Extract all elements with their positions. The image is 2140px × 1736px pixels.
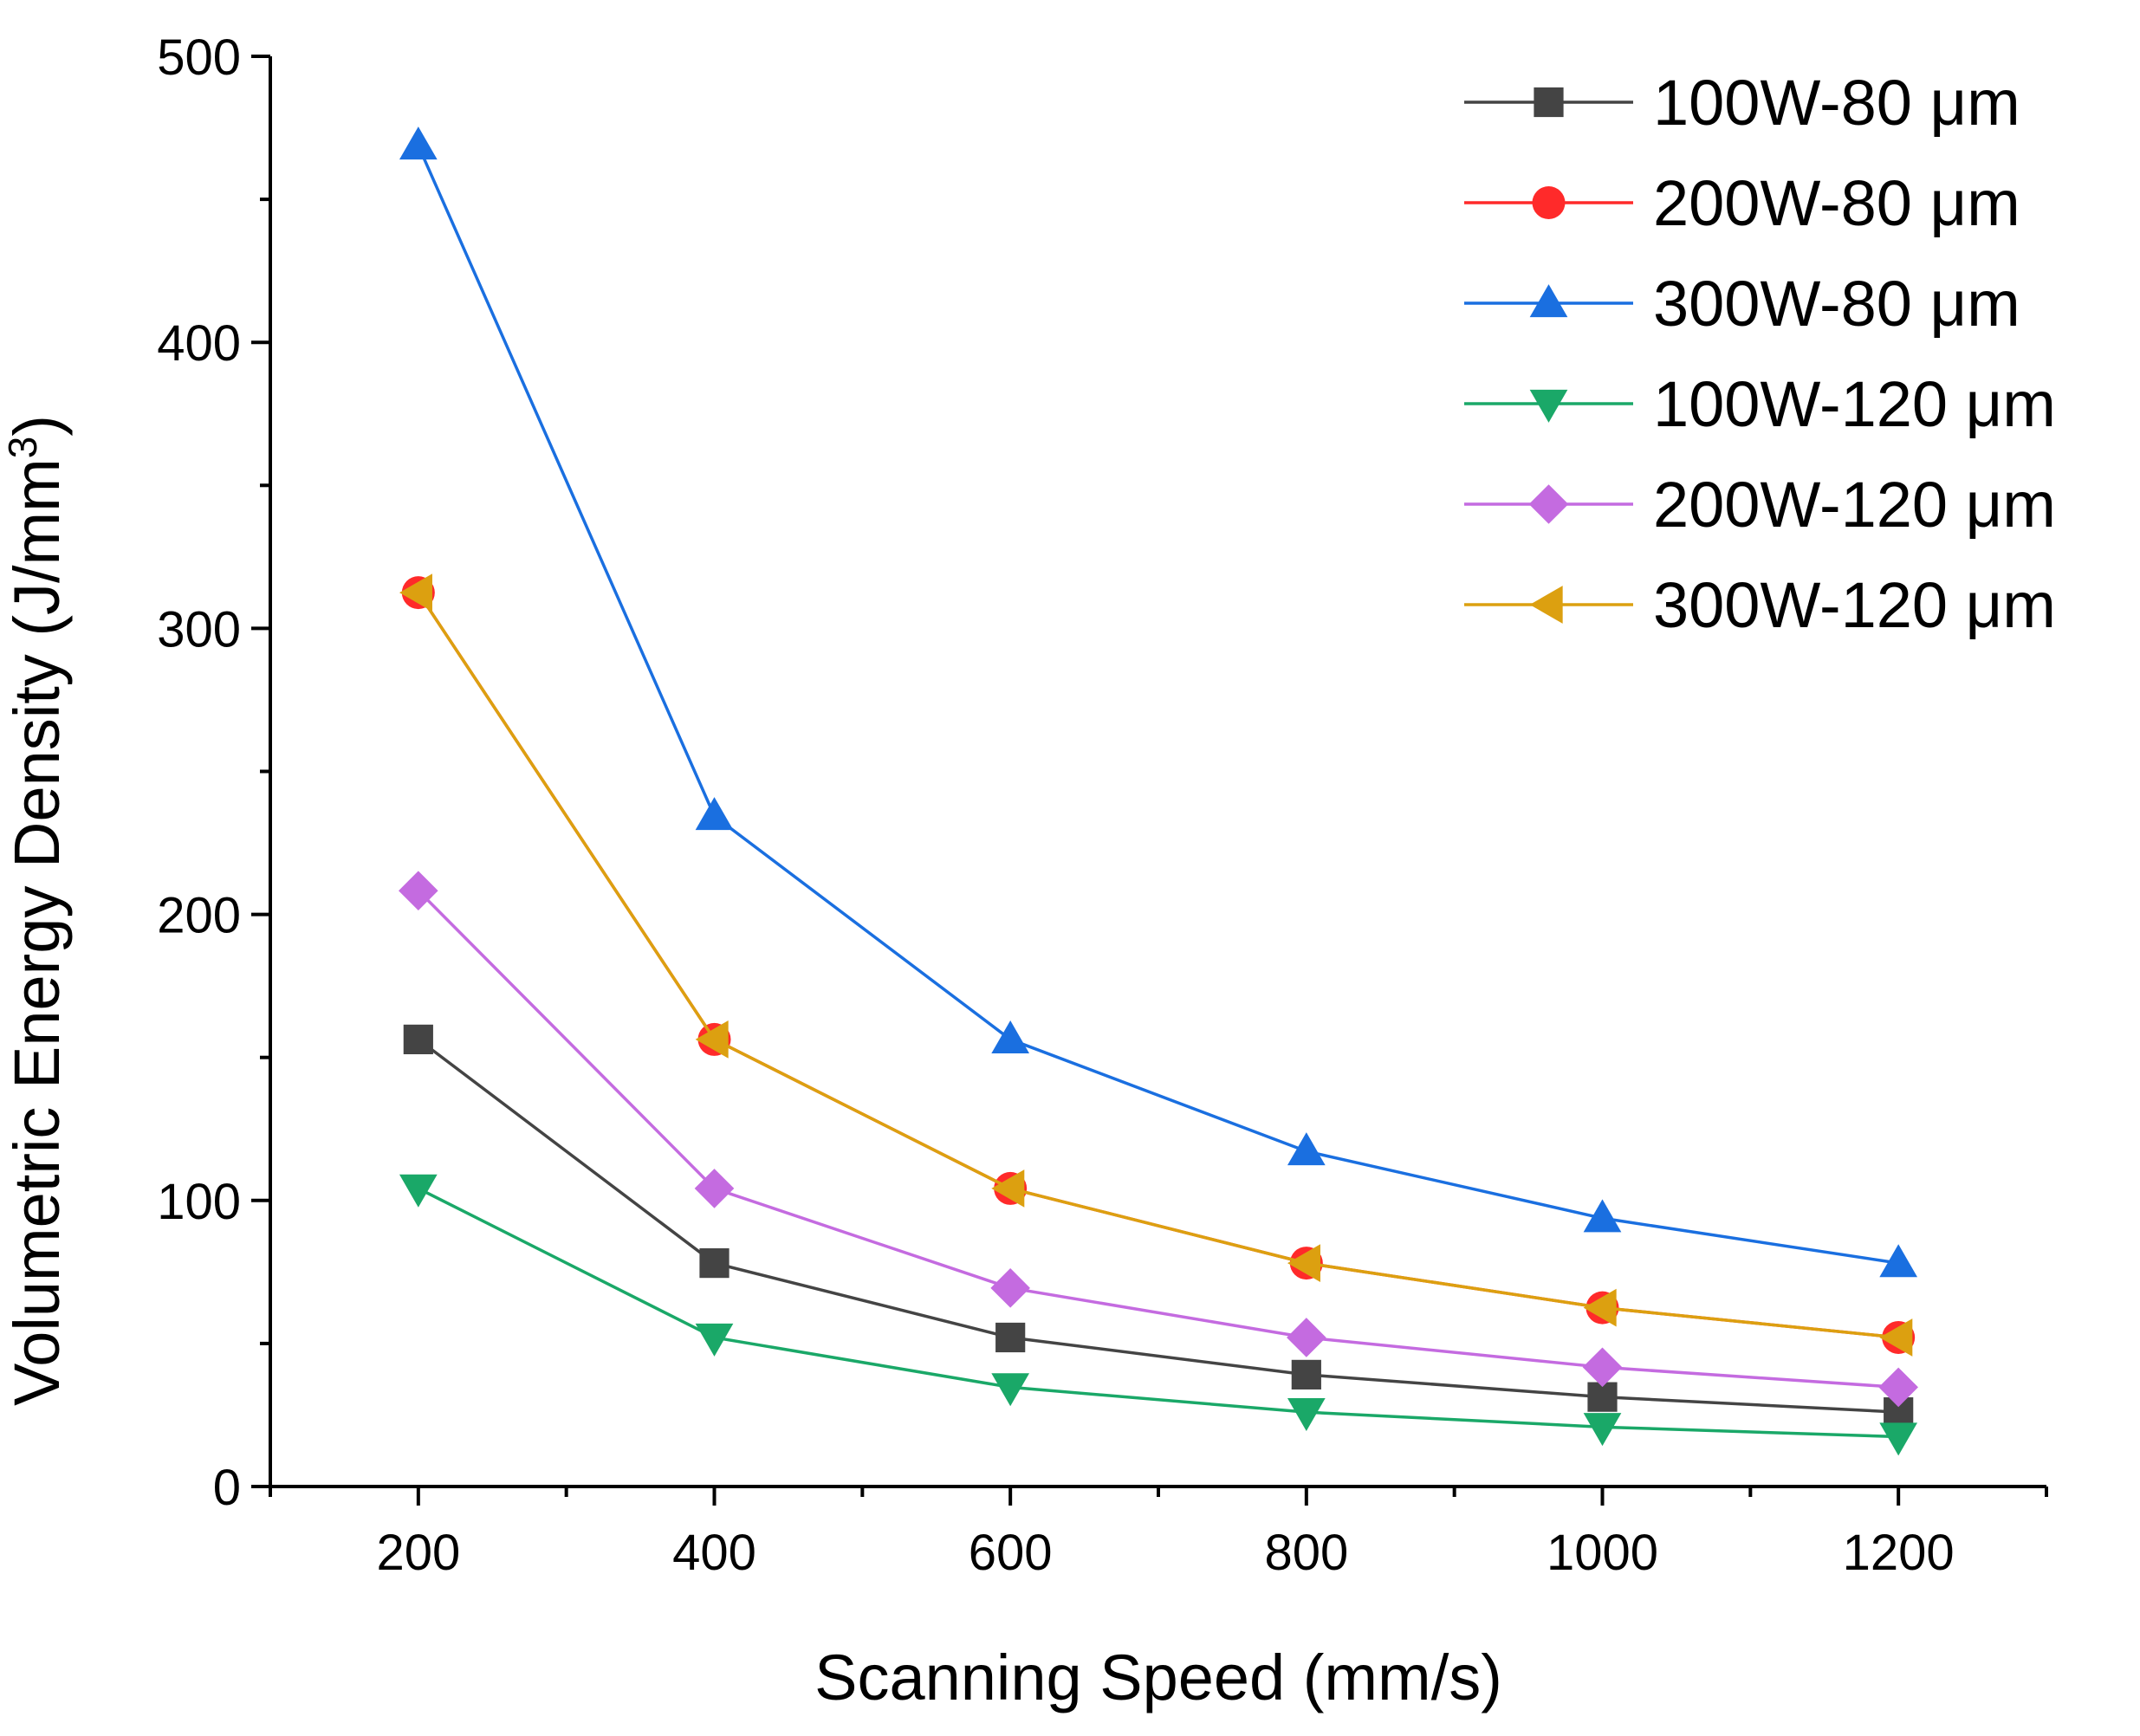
series-line	[417, 889, 1899, 1389]
x-tick-label: 1000	[1547, 1525, 1658, 1581]
data-point	[695, 797, 734, 831]
data-point	[699, 1248, 730, 1279]
data-point	[1287, 1397, 1326, 1431]
legend-item: 200W-120 μm	[1464, 469, 2056, 541]
x-tick-label: 600	[969, 1525, 1053, 1581]
series-5	[399, 871, 1918, 1408]
series-3	[399, 126, 1918, 1278]
y-axis-title: Volumetric Energy Density (J/mm3)	[0, 415, 73, 1406]
series-4	[399, 1174, 1918, 1456]
y-tick-label: 400	[157, 315, 241, 372]
series-line	[417, 145, 1899, 1265]
legend-marker	[1528, 484, 1569, 524]
data-point	[403, 1024, 433, 1054]
data-point	[1287, 1132, 1326, 1166]
series-line	[417, 1038, 1899, 1414]
data-point	[1878, 1367, 1918, 1408]
data-point	[1287, 1244, 1320, 1282]
y-axis-title-superscript: 3	[0, 437, 45, 459]
data-point	[399, 126, 438, 160]
legend-item: 300W-80 μm	[1464, 268, 2020, 340]
data-point	[399, 871, 438, 910]
data-point	[1582, 1347, 1623, 1388]
y-tick-label: 200	[157, 888, 241, 944]
data-point	[1291, 1359, 1321, 1389]
legend-item: 300W-120 μm	[1464, 569, 2056, 641]
legend-item: 100W-80 μm	[1464, 67, 2020, 139]
data-point	[694, 1169, 735, 1208]
legend-item: 100W-120 μm	[1464, 368, 2056, 440]
legend-marker	[1529, 586, 1563, 624]
axes: 0 100 200 300 400 500 200 400 600 800 1000 1200	[157, 29, 2048, 1581]
legend-label: 300W-120 μm	[1653, 569, 2056, 641]
data-point	[1879, 1422, 1918, 1456]
legend-marker	[1529, 284, 1568, 318]
plot-area	[399, 126, 1918, 1456]
data-point	[1583, 1413, 1622, 1447]
y-tick-label: 300	[157, 601, 241, 657]
data-point	[995, 1322, 1026, 1353]
data-point	[990, 1268, 1030, 1308]
legend-label: 200W-80 μm	[1653, 167, 2020, 239]
x-tick-label: 800	[1264, 1525, 1348, 1581]
data-point	[1583, 1288, 1617, 1327]
data-point	[991, 1373, 1030, 1407]
y-tick-label: 100	[157, 1174, 241, 1230]
data-point	[1587, 1382, 1618, 1412]
data-point	[695, 1323, 734, 1357]
y-tick-label: 0	[213, 1460, 241, 1516]
x-axis-title: Scanning Speed (mm/s)	[814, 1642, 1502, 1713]
legend-marker	[1529, 389, 1568, 423]
legend-item: 200W-80 μm	[1464, 167, 2020, 239]
legend-label: 100W-80 μm	[1653, 67, 2020, 139]
legend-marker	[1534, 87, 1564, 118]
x-tick-label: 200	[376, 1525, 460, 1581]
data-point	[399, 573, 432, 612]
legend-marker	[1532, 186, 1566, 219]
data-point	[991, 1020, 1030, 1054]
data-point	[695, 1020, 729, 1059]
data-point	[1879, 1318, 1913, 1357]
data-point	[1583, 1199, 1622, 1233]
x-tick-label: 1200	[1843, 1525, 1955, 1581]
series-2	[401, 576, 1916, 1354]
data-point	[1879, 1244, 1918, 1278]
legend: 100W-80 μm 200W-80 μm 300W-80 μm 100W-120 μ…	[1464, 67, 2056, 641]
y-axis-title-main: Volumetric Energy Density (J/mm	[1, 458, 73, 1406]
y-axis-title-close: )	[1, 415, 73, 437]
data-point	[399, 1174, 438, 1208]
x-tick-label: 400	[672, 1525, 756, 1581]
series-1	[403, 1024, 1914, 1428]
legend-label: 200W-120 μm	[1653, 469, 2056, 541]
series-line	[417, 592, 1899, 1339]
data-point	[991, 1169, 1025, 1208]
data-point	[1287, 1318, 1326, 1357]
legend-label: 300W-80 μm	[1653, 268, 2020, 340]
series-line	[418, 1187, 1899, 1439]
series-6	[399, 573, 1913, 1357]
y-tick-label: 500	[157, 29, 241, 86]
legend-label: 100W-120 μm	[1653, 368, 2056, 440]
